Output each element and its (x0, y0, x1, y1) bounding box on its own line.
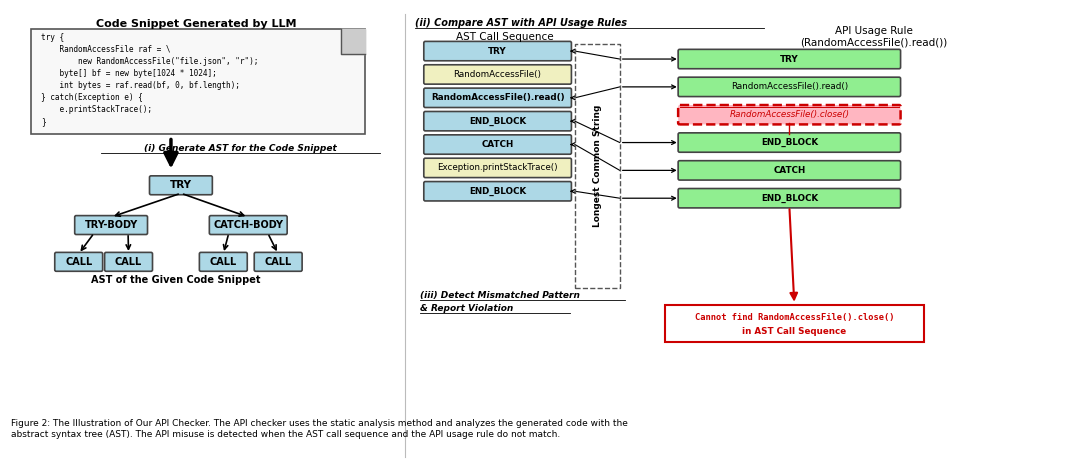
FancyBboxPatch shape (678, 161, 901, 180)
Polygon shape (340, 29, 365, 54)
FancyBboxPatch shape (423, 65, 571, 84)
Text: RandomAccessFile().read(): RandomAccessFile().read() (731, 82, 848, 91)
FancyBboxPatch shape (75, 216, 148, 234)
Text: CALL: CALL (65, 257, 92, 267)
Text: END_BLOCK: END_BLOCK (760, 194, 818, 203)
Text: TRY: TRY (780, 55, 799, 64)
Text: new RandomAccessFile("file.json", "r");: new RandomAccessFile("file.json", "r"); (41, 57, 259, 66)
Text: CALL: CALL (210, 257, 237, 267)
Text: CATCH-BODY: CATCH-BODY (213, 220, 283, 230)
FancyBboxPatch shape (423, 111, 571, 131)
Text: END_BLOCK: END_BLOCK (469, 187, 526, 196)
Text: } catch(Exception e) {: } catch(Exception e) { (41, 93, 143, 102)
Text: TRY: TRY (488, 47, 507, 56)
Bar (575, 44, 620, 288)
Text: END_BLOCK: END_BLOCK (469, 117, 526, 126)
Polygon shape (340, 29, 365, 54)
Text: Code Snippet Generated by LLM: Code Snippet Generated by LLM (96, 19, 296, 29)
Text: CATCH: CATCH (482, 140, 514, 149)
FancyBboxPatch shape (200, 252, 247, 271)
FancyBboxPatch shape (678, 105, 901, 124)
Text: (iii) Detect Mismatched Pattern: (iii) Detect Mismatched Pattern (420, 291, 580, 300)
Text: RandomAccessFile().close(): RandomAccessFile().close() (729, 110, 849, 119)
Text: Exception.printStackTrace(): Exception.printStackTrace() (437, 163, 558, 172)
Text: CALL: CALL (265, 257, 292, 267)
Text: (i) Generate AST for the Code Snippet: (i) Generate AST for the Code Snippet (145, 144, 337, 153)
FancyBboxPatch shape (678, 77, 901, 96)
FancyBboxPatch shape (210, 216, 287, 234)
Text: & Report Violation: & Report Violation (420, 304, 514, 313)
Text: CATCH: CATCH (773, 166, 806, 175)
Text: TRY-BODY: TRY-BODY (84, 220, 138, 230)
FancyBboxPatch shape (678, 189, 901, 208)
Text: (ii) Compare AST with API Usage Rules: (ii) Compare AST with API Usage Rules (416, 18, 627, 28)
Text: Figure 2: The Illustration of Our API Checker. The API checker uses the static a: Figure 2: The Illustration of Our API Ch… (12, 419, 629, 439)
Text: e.printStackTrace();: e.printStackTrace(); (41, 105, 152, 115)
Text: RandomAccessFile raf = \: RandomAccessFile raf = \ (41, 45, 171, 54)
Text: API Usage Rule
(RandomAccessFile().read()): API Usage Rule (RandomAccessFile().read(… (800, 26, 948, 48)
Text: CALL: CALL (114, 257, 143, 267)
Text: TRY: TRY (170, 180, 192, 190)
FancyBboxPatch shape (423, 135, 571, 154)
FancyBboxPatch shape (105, 252, 152, 271)
Text: RandomAccessFile(): RandomAccessFile() (454, 70, 541, 79)
Text: in AST Call Sequence: in AST Call Sequence (742, 327, 847, 336)
Bar (31, 29, 365, 133)
Text: AST of the Given Code Snippet: AST of the Given Code Snippet (91, 275, 260, 285)
FancyBboxPatch shape (423, 158, 571, 177)
Bar (664, 305, 924, 343)
Text: END_BLOCK: END_BLOCK (760, 138, 818, 147)
Text: byte[] bf = new byte[1024 * 1024];: byte[] bf = new byte[1024 * 1024]; (41, 69, 217, 78)
Text: int bytes = raf.read(bf, 0, bf.length);: int bytes = raf.read(bf, 0, bf.length); (41, 81, 240, 90)
Text: AST Call Sequence: AST Call Sequence (456, 32, 554, 42)
FancyBboxPatch shape (423, 41, 571, 61)
Text: Longest Common String: Longest Common String (593, 105, 602, 227)
Text: }: } (41, 117, 46, 126)
Text: Cannot find RandomAccessFile().close(): Cannot find RandomAccessFile().close() (694, 313, 894, 322)
FancyBboxPatch shape (254, 252, 302, 271)
FancyBboxPatch shape (149, 176, 213, 195)
Text: try {: try { (41, 33, 65, 42)
FancyBboxPatch shape (423, 182, 571, 201)
FancyBboxPatch shape (55, 252, 103, 271)
FancyBboxPatch shape (678, 133, 901, 152)
FancyBboxPatch shape (423, 88, 571, 108)
Text: RandomAccessFile().read(): RandomAccessFile().read() (431, 93, 565, 102)
FancyBboxPatch shape (678, 49, 901, 69)
